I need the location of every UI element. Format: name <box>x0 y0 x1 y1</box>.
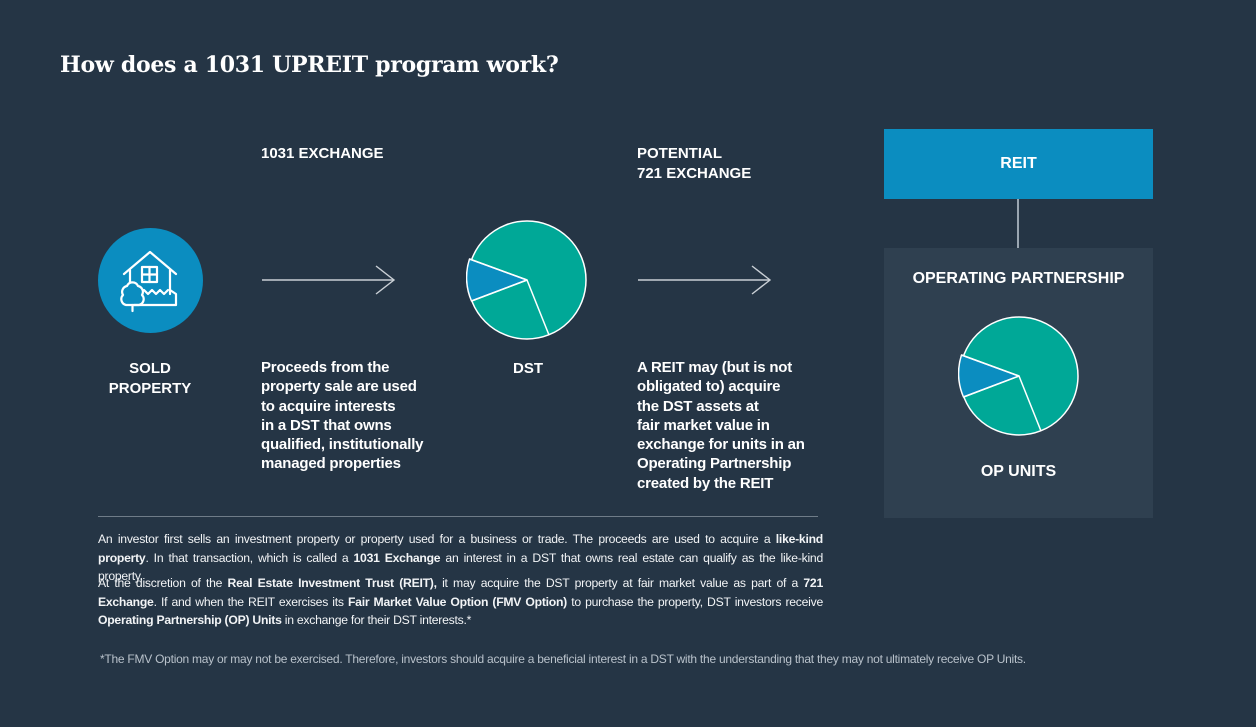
explanation-paragraph-1: An investor first sells an investment pr… <box>98 532 823 583</box>
house-icon <box>120 250 178 313</box>
exchange-721-heading: POTENTIAL 721 EXCHANGE <box>637 145 752 182</box>
dst-label: DST <box>513 360 543 377</box>
exchange-721-description: A REIT may (but is not obligated to) acq… <box>637 359 805 492</box>
op-units-pie-icon <box>958 316 1079 436</box>
footnote: *The FMV Option may or may not be exerci… <box>100 652 1026 666</box>
sold-property-icon <box>98 228 203 333</box>
sold-property-label: SOLD PROPERTY <box>108 360 192 397</box>
divider <box>98 516 818 517</box>
exchange-1031-heading: 1031 EXCHANGE <box>261 145 384 162</box>
arrow-right-icon <box>262 265 396 295</box>
arrow-right-icon <box>638 265 772 295</box>
reit-box: REIT <box>884 129 1153 199</box>
operating-partnership-title: OPERATING PARTNERSHIP <box>912 270 1125 287</box>
operating-partnership-panel: OPERATING PARTNERSHIP OP UNITS <box>884 248 1153 518</box>
page-title: How does a 1031 UPREIT program work? <box>60 52 559 78</box>
explanation-paragraph-2: At the discretion of the Real Estate Inv… <box>98 576 823 627</box>
dst-pie-icon <box>466 220 587 340</box>
exchange-1031-description: Proceeds from the property sale are used… <box>261 359 424 473</box>
reit-connector-line <box>1017 199 1019 248</box>
op-units-label: OP UNITS <box>980 463 1057 480</box>
